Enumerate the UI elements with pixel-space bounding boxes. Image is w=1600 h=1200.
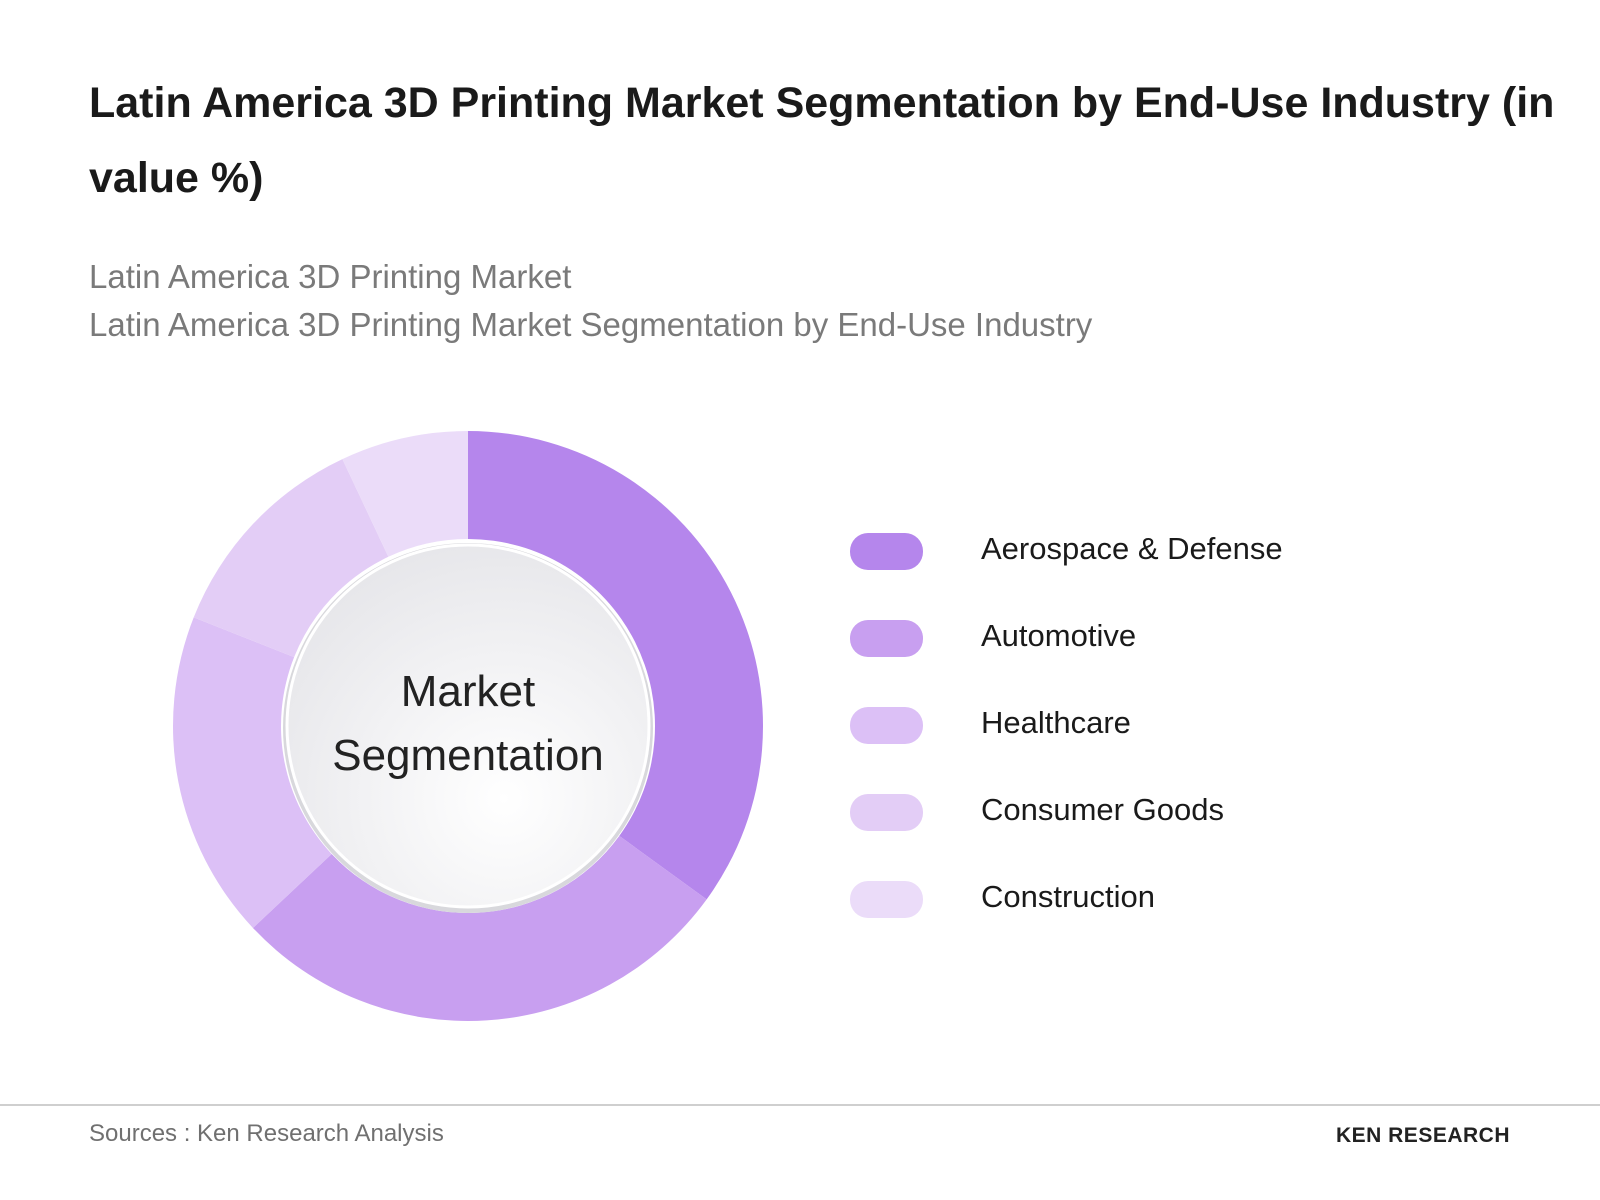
slice	[193, 459, 389, 658]
legend-label: Consumer Goods	[981, 792, 1224, 827]
legend-label: Construction	[981, 879, 1155, 914]
center-disc	[285, 543, 651, 909]
brand: KEN RESEARCH	[1335, 1124, 1510, 1147]
source: Sources : Ken Research Analysis	[89, 1120, 444, 1147]
legend-swatch	[850, 620, 923, 657]
legend-swatch	[850, 794, 923, 831]
legend-label: Automotive	[981, 618, 1136, 653]
slice	[468, 431, 763, 900]
legend-swatch	[850, 533, 923, 570]
legend-swatch	[850, 707, 923, 744]
legend-swatch	[850, 881, 923, 918]
slice	[252, 835, 707, 1022]
legend-label: Aerospace & Defense	[981, 531, 1283, 566]
subtitle: Latin America 3D Printing Market	[89, 258, 572, 295]
slice	[173, 617, 332, 928]
center-label: Market Segmentation	[332, 667, 604, 780]
slice	[342, 431, 468, 557]
subtitle: Latin America 3D Printing Market Segment…	[89, 306, 1093, 343]
legend-label: Healthcare	[981, 705, 1131, 740]
chart-title: Latin America 3D Printing Market Segment…	[89, 79, 1555, 202]
